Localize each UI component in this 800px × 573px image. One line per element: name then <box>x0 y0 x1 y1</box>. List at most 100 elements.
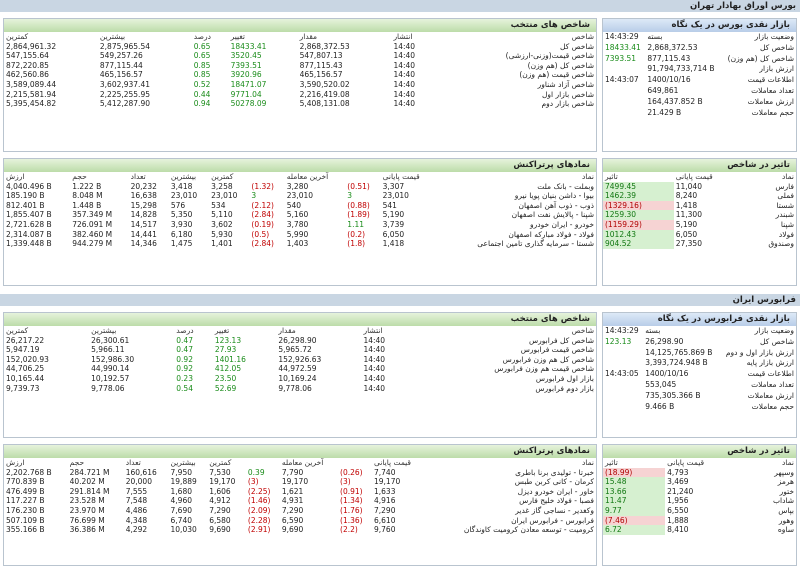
column-header: نماد <box>581 172 594 181</box>
table-row[interactable]: شاخص قیمت (هم وزن) 14:40 465,156.57 3920.96… <box>4 70 596 80</box>
symbol-name[interactable]: وسپهر <box>774 467 794 477</box>
table-row[interactable]: وکغدیر - نساجی گاز غدیر 7,290 (1.76) 7,290 (… <box>4 506 596 516</box>
symbol-name[interactable]: فرابورس - فرابورس ایران <box>511 515 594 525</box>
table-row[interactable]: شپنا 5,190 (1159.29) <box>603 219 796 230</box>
table-row[interactable]: هرمز 3,469 15.48 <box>603 477 796 487</box>
symbol-value: 160,616 <box>125 467 157 477</box>
table-row[interactable]: فولاد 6,050 1012.43 <box>603 229 796 240</box>
symbol-name[interactable]: وهور <box>778 515 794 525</box>
ifb-indices-panel: شاخص های منتخب شاخص انتشار مقدار تغییر درصد ب… <box>3 312 597 438</box>
symbol-name[interactable]: فولاد <box>778 229 794 239</box>
table-row[interactable]: بازار دوم فرابورس 14:40 9,778.06 52.69 0.54 9… <box>4 384 596 394</box>
symbol-value: 541 <box>382 200 397 210</box>
column-header: انتشار <box>393 32 413 41</box>
column-header: بیشترین <box>170 172 197 181</box>
symbol-name[interactable]: خودرو - ایران خودرو <box>530 219 594 229</box>
index-value: 5,408,131.08 <box>299 99 350 109</box>
symbol-name[interactable]: وکغدیر - نساجی گاز غدیر <box>515 505 594 515</box>
table-row[interactable]: شاخص بازار دوم 14:40 5,408,131.08 50278.09 0… <box>4 99 596 109</box>
table-row[interactable]: فولاد - فولاد مبارکه اصفهان 6,050 (0.2) 5,9… <box>4 230 596 240</box>
symbol-value: (0.5) <box>251 229 270 239</box>
table-row[interactable]: شاخص کل هم وزن فرابورس 14:40 152,926.63 140… <box>4 355 596 365</box>
symbol-value: 176.230 B <box>6 505 45 515</box>
overview-label: شاخص کل (هم وزن) <box>727 53 794 63</box>
table-row[interactable]: شاخص قیمت(وزنی-ارزشی) 14:40 547,807.13 3520… <box>4 51 596 61</box>
table-row[interactable]: خودرو - ایران خودرو 3,739 1.11 3,780 (0.19) 3… <box>4 220 596 230</box>
table-row[interactable]: شستا - سرمایه گذاری تامین اجتماعی 1,418 (1… <box>4 239 596 249</box>
symbol-name[interactable]: ختور <box>779 486 794 496</box>
impact-value: 11.47 <box>603 496 666 506</box>
table-row[interactable]: بیوا - داشن بنیان پویا نیرو 23,010 3 23,010… <box>4 191 596 201</box>
table-row[interactable]: شبندر 11,300 1259.30 <box>603 210 796 220</box>
table-row[interactable]: شاخص بازار اول 14:40 2,216,419.08 9771.04 0.… <box>4 90 596 100</box>
table-row[interactable]: خاور - ایران خودرو دیزل 1,633 (0.91) 1,621 (… <box>4 487 596 497</box>
symbol-name[interactable]: ساوه <box>777 525 794 535</box>
symbol-name[interactable]: شستا - سرمایه گذاری تامین اجتماعی <box>477 239 594 249</box>
table-row[interactable]: شاداب 1,956 11.47 <box>603 496 796 506</box>
symbol-name[interactable]: ذوب - ذوب آهن اصفهان <box>518 200 594 210</box>
table-row[interactable]: ساوه 8,410 6.72 <box>603 525 796 535</box>
table-row[interactable]: شاخص کل (هم وزن) 14:40 877,115.43 7393.51 0.… <box>4 61 596 71</box>
table-row[interactable]: ختور 21,240 13.66 <box>603 486 796 497</box>
symbol-name[interactable]: خبرتا - تولیدی برنا باطری <box>515 467 594 477</box>
table-row[interactable]: بپاس 6,550 9.77 <box>603 505 796 516</box>
table-row[interactable]: وبملت - بانک ملت 3,307 (0.51) 3,280 (1.32) 3,… <box>4 182 596 192</box>
table-row[interactable]: کرومیت - توسعه معادن کرومیت کاوندگان 9,76… <box>4 525 596 535</box>
symbol-name[interactable]: خاور - ایران خودرو دیزل <box>517 486 594 496</box>
overview-row: تعداد معاملات 553,045 <box>603 380 796 391</box>
table-row[interactable]: شاخص قیمت فرابورس 14:40 5,965.72 27.93 0.47 5… <box>4 345 596 355</box>
table-row[interactable]: وصندوق 27,350 904.52 <box>603 239 796 249</box>
symbol-value: 7,790 <box>281 467 304 477</box>
symbol-name[interactable]: وصندوق <box>768 239 794 249</box>
table-row[interactable]: شاخص آزاد شناور 14:40 3,590,520.02 18471.07… <box>4 80 596 90</box>
symbol-name[interactable]: فارس <box>775 181 794 191</box>
table-row[interactable]: بازار اول فرابورس 14:40 10,169.24 23.50 0.23… <box>4 374 596 384</box>
symbol-value: 3,280 <box>286 181 309 191</box>
table-row[interactable]: ذوب - ذوب آهن اصفهان 541 (0.88) 540 (2.12) 53… <box>4 201 596 211</box>
table-row[interactable]: فارس 11,040 7499.45 <box>603 181 796 192</box>
symbol-name[interactable]: شبندر <box>775 210 794 220</box>
impact-value: 13.66 <box>603 486 666 497</box>
table-row[interactable]: وهور 1,888 (7.46) <box>603 515 796 526</box>
symbol-name[interactable]: شستا <box>776 200 794 210</box>
table-row[interactable]: شاخص قیمت هم وزن فرابورس 14:40 44,972.59 41… <box>4 364 596 374</box>
table-row[interactable]: شاخص کل فرابورس 14:40 26,298.90 123.13 0.47 2… <box>4 336 596 346</box>
symbol-value: (1.32) <box>251 181 274 191</box>
table-row[interactable]: فصبا - فولاد خلیج فارس 4,916 (1.34) 4,931 (1… <box>4 496 596 506</box>
symbol-name[interactable]: هرمز <box>777 477 794 487</box>
symbol-name[interactable]: بیوا - داشن بنیان پویا نیرو <box>514 191 594 201</box>
index-value: 2,225,255.95 <box>99 89 150 99</box>
symbol-name[interactable]: فملی <box>777 191 794 201</box>
symbol-value: (0.51) <box>347 181 370 191</box>
symbol-value: 540 <box>286 200 302 210</box>
symbol-value: 2,202.768 B <box>6 467 52 477</box>
table-row[interactable]: وسپهر 4,793 (18.99) <box>603 467 796 478</box>
symbol-name[interactable]: فصبا - فولاد خلیج فارس <box>519 496 594 506</box>
symbol-value: 1,339.448 B <box>6 239 52 249</box>
symbol-name[interactable]: شپنا <box>780 219 794 229</box>
column-header: قیمت پایانی <box>667 458 705 467</box>
symbol-value: 14,346 <box>130 239 157 249</box>
symbol-value: 6,050 <box>382 229 405 239</box>
table-row[interactable]: شاخص کل 14:40 2,868,372.53 18433.41 0.65 2,87… <box>4 42 596 52</box>
symbol-name[interactable]: فولاد - فولاد مبارکه اصفهان <box>508 229 594 239</box>
symbol-name[interactable]: کرومیت - توسعه معادن کرومیت کاوندگان <box>463 525 594 535</box>
column-header: تغییر <box>214 326 230 335</box>
index-value: 547,807.13 <box>299 51 343 61</box>
table-row[interactable]: فملی 8,240 1462.39 <box>603 191 796 201</box>
table-row[interactable]: شستا 1,418 (1329.16) <box>603 200 796 211</box>
symbol-name[interactable]: کرمان - کانی کربن طبس <box>514 477 594 487</box>
table-row[interactable]: فرابورس - فرابورس ایران 6,610 (1.36) 6,590 (… <box>4 516 596 526</box>
symbol-name[interactable]: وبملت - بانک ملت <box>537 181 594 191</box>
symbol-name[interactable]: شپنا - پالایش نفت اصفهان <box>511 210 594 220</box>
close-price: 1,956 <box>667 496 689 506</box>
symbol-name[interactable]: بپاس <box>778 505 794 515</box>
index-value: 3,590,520.02 <box>299 79 350 89</box>
overview-value: 1400/10/16 <box>645 369 689 379</box>
table-row[interactable]: شپنا - پالایش نفت اصفهان 5,190 (1.89) 5,160… <box>4 210 596 220</box>
overview-row: شاخص کل 26,298.90 123.13 <box>603 337 796 348</box>
table-row[interactable]: کرمان - کانی کربن طبس 19,170 (3) 19,170 (3) 1… <box>4 477 596 487</box>
table-row[interactable]: خبرتا - تولیدی برنا باطری 7,740 (0.26) 7,79… <box>4 468 596 478</box>
index-value: 3920.96 <box>230 70 262 80</box>
symbol-name[interactable]: شاداب <box>772 496 794 506</box>
